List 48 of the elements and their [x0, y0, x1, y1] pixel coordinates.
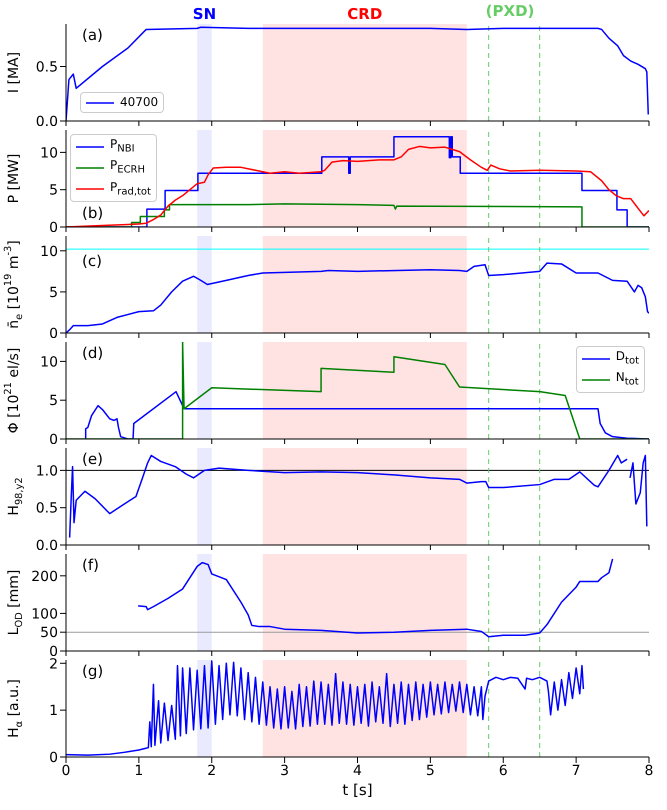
y-tick-label: 0.5 [36, 59, 58, 76]
legend-label: P$_{rad,tot}$ [110, 178, 151, 200]
y-tick-label: 5 [49, 284, 58, 301]
x-tick-label: 1 [134, 762, 144, 779]
y-tick-label: 200 [31, 568, 58, 585]
y-tick-label: 0.0 [36, 114, 58, 130]
y-tick-label: 0 [49, 750, 58, 766]
annotation: (c) [82, 252, 102, 270]
annotation: (g) [82, 662, 104, 680]
y-tick-label: 10 [40, 354, 58, 370]
x-tick-label: 5 [426, 762, 435, 779]
legend-label: D$_{tot}$ [616, 348, 639, 368]
annotation: (d) [82, 344, 104, 362]
x-tick-label: 2 [207, 762, 216, 779]
y-tick-label: 0 [49, 220, 58, 236]
x-tick-label: 6 [498, 762, 508, 779]
legend-label: N$_{tot}$ [616, 369, 639, 390]
legend-label: P$_{NBI}$ [110, 136, 135, 156]
y-tick-label: 1.0 [36, 463, 58, 480]
legend-label: P$_{ECRH}$ [110, 157, 146, 178]
y-tick-label: 50 [40, 625, 58, 642]
annotation: (e) [82, 450, 103, 468]
y-axis-title: I [MA] [6, 52, 22, 94]
band-label: SN [192, 5, 216, 23]
x-tick-label: 7 [572, 762, 581, 779]
y-tick-label: 2 [49, 656, 58, 672]
y-tick-label: 0.0 [36, 538, 58, 554]
ref-line-label: (PXD) [486, 2, 534, 20]
x-tick-label: 0 [62, 762, 70, 779]
annotation: (a) [82, 26, 103, 44]
y-tick-label: 1 [49, 703, 58, 720]
x-axis-title: t [s] [342, 781, 373, 799]
x-tick-label: 4 [353, 762, 362, 779]
y-tick-label: 0.5 [36, 500, 58, 517]
x-tick-label: 8 [644, 762, 654, 779]
y-tick-label: 10 [40, 244, 58, 260]
y-tick-label: 10 [40, 145, 58, 162]
y-tick-label: 0 [49, 326, 58, 342]
y-tick-label: 5 [49, 393, 58, 410]
annotation: (b) [82, 204, 104, 222]
y-tick-label: 5 [49, 182, 58, 199]
y-tick-label: 0 [49, 432, 58, 448]
y-tick-label: 100 [31, 606, 58, 622]
band-label: CRD [347, 5, 382, 23]
legend-label: 40700 [120, 94, 158, 111]
annotation: (f) [82, 556, 99, 574]
x-tick-label: 3 [280, 762, 290, 779]
y-axis-title: P [MW] [6, 154, 22, 204]
